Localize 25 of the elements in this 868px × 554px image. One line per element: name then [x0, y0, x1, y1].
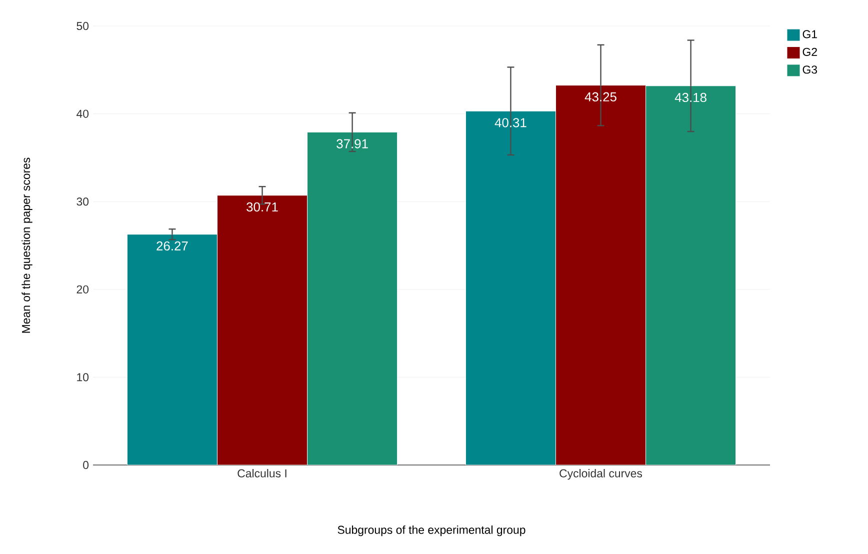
data-label: 26.27	[156, 241, 188, 251]
y-tick-label: 50	[76, 22, 89, 30]
y-tick-label: 30	[76, 198, 89, 206]
y-tick-label: 40	[76, 110, 89, 118]
legend-label: G1	[802, 30, 817, 38]
x-axis-title: Subgroups of the experimental group	[338, 525, 526, 536]
bar	[555, 85, 646, 465]
bar	[307, 132, 398, 465]
data-label: 43.25	[584, 92, 616, 102]
data-label: 43.18	[674, 92, 706, 102]
bar	[646, 86, 736, 465]
legend-label: G2	[802, 48, 817, 56]
y-axis-title: Mean of the question paper scores	[22, 158, 32, 333]
data-label: 30.71	[246, 202, 278, 212]
bar	[465, 110, 556, 465]
x-tick-label: Cycloidal curves	[560, 469, 642, 480]
y-tick-label: 20	[76, 285, 89, 294]
y-tick-label: 10	[77, 373, 89, 382]
legend-label: G3	[802, 66, 818, 74]
x-tick-label: Calculus I	[238, 469, 286, 478]
y-tick-label: 0	[83, 460, 89, 470]
bar	[126, 234, 218, 465]
data-label: 40.31	[494, 118, 526, 128]
data-label: 37.91	[336, 139, 368, 148]
bar	[216, 195, 308, 465]
